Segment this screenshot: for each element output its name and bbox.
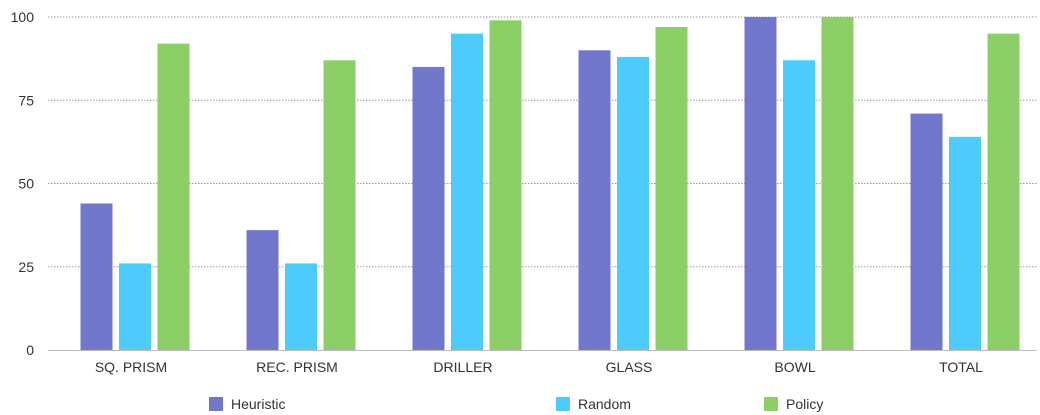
- bar-heuristic-total: [910, 113, 943, 350]
- y-axis-ticks: 0 25 50 75 100: [11, 9, 35, 358]
- x-tick-label-bowl: BOWL: [774, 359, 815, 375]
- y-tick-label-75: 75: [18, 92, 34, 108]
- bar-heuristic-rec-prism: [246, 230, 279, 350]
- y-tick-label-0: 0: [26, 342, 34, 358]
- bar-policy-bowl: [821, 17, 854, 350]
- legend-label-random: Random: [578, 396, 631, 412]
- legend-swatch-heuristic: [209, 397, 223, 411]
- bar-random-glass: [617, 56, 649, 351]
- x-tick-label-rec-prism: REC. PRISM: [256, 359, 338, 375]
- bar-heuristic-driller: [412, 66, 445, 350]
- y-tick-label-25: 25: [18, 259, 34, 275]
- bar-policy-sq-prism: [157, 43, 190, 350]
- y-gridlines: [48, 16, 1037, 268]
- legend-item-heuristic: Heuristic: [209, 396, 285, 412]
- legend-label-policy: Policy: [786, 396, 823, 412]
- bar-random-total: [949, 136, 981, 350]
- legend-label-heuristic: Heuristic: [231, 396, 285, 412]
- x-tick-label-total: TOTAL: [939, 359, 983, 375]
- y-tick-label-50: 50: [18, 176, 34, 192]
- bar-random-driller: [451, 33, 483, 351]
- bar-heuristic-bowl: [744, 17, 777, 350]
- legend-item-policy: Policy: [764, 396, 823, 412]
- legend-swatch-policy: [764, 397, 778, 411]
- legend-item-random: Random: [556, 396, 631, 412]
- x-tick-label-driller: DRILLER: [433, 359, 492, 375]
- x-tick-label-glass: GLASS: [606, 359, 653, 375]
- legend-swatch-random: [556, 397, 570, 411]
- y-tick-label-100: 100: [11, 9, 35, 25]
- x-axis: SQ. PRISM REC. PRISM DRILLER GLASS BOWL TOTAL: [48, 350, 1037, 375]
- x-tick-label-sq-prism: SQ. PRISM: [95, 359, 167, 375]
- bar-policy-rec-prism: [323, 60, 356, 350]
- bar-policy-total: [987, 33, 1020, 351]
- bar-random-rec-prism: [285, 263, 317, 350]
- bars: [80, 17, 1020, 351]
- legend: Heuristic Random Policy: [209, 396, 823, 412]
- bar-policy-glass: [655, 26, 688, 351]
- bar-heuristic-glass: [578, 50, 611, 351]
- bar-policy-driller: [489, 20, 522, 351]
- bar-random-sq-prism: [119, 263, 151, 350]
- bar-heuristic-sq-prism: [80, 203, 113, 350]
- bar-random-bowl: [783, 60, 815, 350]
